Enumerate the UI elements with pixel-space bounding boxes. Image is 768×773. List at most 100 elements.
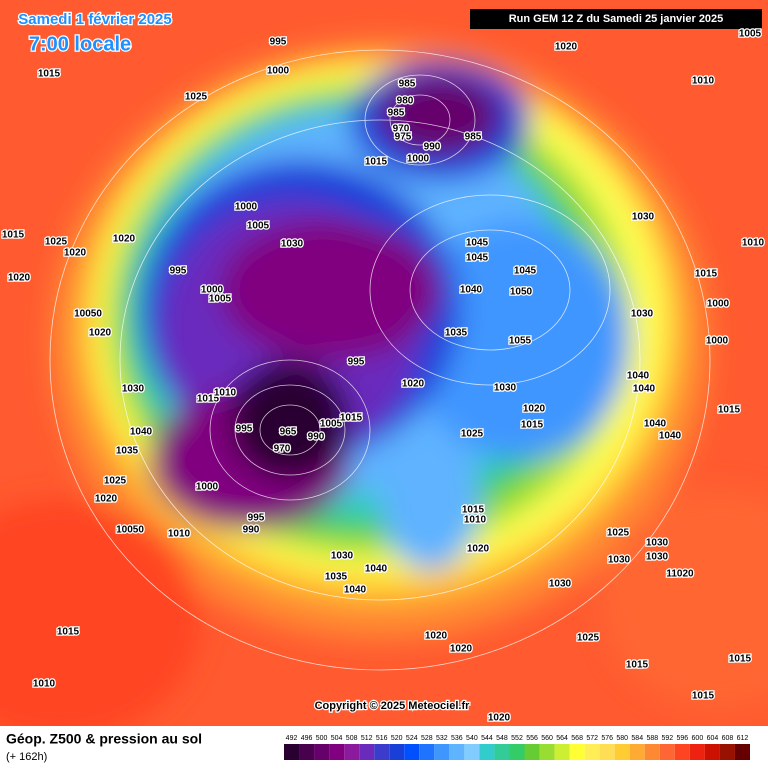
colorbar-label: 588 [646, 735, 658, 742]
isobar-label: 1030 [549, 579, 572, 590]
isobar-label: 1000 [196, 482, 219, 493]
colorbar-swatch [524, 744, 540, 760]
colorbar-swatch [644, 744, 660, 760]
colorbar-label: 596 [677, 735, 689, 742]
colorbar-swatch [734, 744, 750, 760]
colorbar-swatch [539, 744, 555, 760]
colorbar-swatch [284, 744, 300, 760]
isobar-label: 1020 [113, 234, 136, 245]
colorbar-label: 612 [737, 735, 749, 742]
copyright: Copyright © 2025 Meteociel.fr [315, 700, 471, 712]
isobar-label: 995 [270, 37, 287, 48]
isobar-label: 1030 [494, 383, 517, 394]
colorbar-swatch [329, 744, 345, 760]
isobar-label: 1045 [514, 266, 537, 277]
isobar-label: 1025 [104, 476, 127, 487]
isobar-label: 995 [170, 266, 187, 277]
isobar-label: 1020 [89, 328, 112, 339]
colorbar-label: 512 [361, 735, 373, 742]
isobar-label: 1000 [267, 66, 290, 77]
isobar-label: 970 [274, 444, 291, 455]
isobar-label: 1015 [695, 269, 718, 280]
footer-title: Géop. Z500 & pression au sol [6, 731, 202, 747]
isobar-label: 10050 [74, 309, 102, 320]
isobar-label: 1050 [510, 287, 533, 298]
colorbar-label: 580 [616, 735, 628, 742]
isobar-label: 1015 [57, 627, 80, 638]
isobar-label: 985 [465, 132, 482, 143]
isobar-label: 1010 [214, 388, 237, 399]
isobar-label: 1015 [626, 660, 649, 671]
isobar-labels: 9951000102510151020101010059859809859709… [1, 27, 766, 725]
colorbar-swatch [434, 744, 450, 760]
isobar-label: 1005 [320, 419, 343, 430]
isobar-label: 1015 [729, 654, 752, 665]
isobar-label: 1020 [402, 379, 425, 390]
isobar-label: 990 [243, 525, 260, 536]
isobar-label: 990 [308, 432, 325, 443]
isobar-label: 1020 [95, 494, 118, 505]
colorbar-swatch [719, 744, 735, 760]
isobar-label: 1045 [466, 238, 489, 249]
colorbar-swatch [419, 744, 435, 760]
isobar-label: 1015 [462, 505, 485, 516]
isobar-label: 1040 [633, 384, 656, 395]
colorbar-label: 532 [436, 735, 448, 742]
isobar-label: 1000 [707, 299, 730, 310]
isobar-label: 1025 [607, 528, 630, 539]
isobar-label: 1005 [209, 294, 232, 305]
isobar-label: 1015 [692, 691, 715, 702]
isobar-label: 965 [280, 427, 297, 438]
isobar-label: 1030 [631, 309, 654, 320]
isobar-label: 995 [248, 513, 265, 524]
colorbar-swatch [584, 744, 600, 760]
isobar-label: 1000 [201, 285, 224, 296]
colorbar-label: 600 [692, 735, 704, 742]
isobar-label: 1015 [340, 413, 363, 424]
isobar-label: 1010 [464, 515, 487, 526]
isobar-label: 1015 [197, 394, 220, 405]
isobar-label: 1000 [706, 336, 729, 347]
colorbar-swatch [479, 744, 495, 760]
isobar-label: 1010 [33, 679, 56, 690]
isobar-label: 1030 [646, 552, 669, 563]
map-time: 7:00 locale [29, 33, 131, 55]
colorbar-swatch [449, 744, 465, 760]
colorbar-swatch [494, 744, 510, 760]
isobar-label: 1020 [450, 644, 473, 655]
isobar-label: 11020 [666, 569, 694, 580]
colorbar-label: 560 [541, 735, 553, 742]
colorbar-swatch [704, 744, 720, 760]
colorbar-swatch [299, 744, 315, 760]
isobar-label: 990 [424, 142, 441, 153]
isobar-label: 1040 [130, 427, 153, 438]
colorbar-label: 592 [661, 735, 673, 742]
colorbar-label: 516 [376, 735, 388, 742]
colorbar-swatch [359, 744, 375, 760]
isobars [49, 49, 711, 671]
isobar-label: 1010 [168, 529, 191, 540]
isobar-label: 1040 [644, 419, 667, 430]
isobar-label: 1015 [38, 69, 61, 80]
isobar-label: 1040 [344, 585, 367, 596]
isobar-label: 1040 [627, 371, 650, 382]
isobar-label: 1035 [325, 572, 348, 583]
colorbar-swatch [464, 744, 480, 760]
colorbar-label: 548 [496, 735, 508, 742]
isobar-label: 1015 [718, 405, 741, 416]
colorbar-swatch [374, 744, 390, 760]
isobar-label: 1030 [646, 538, 669, 549]
run-box [470, 9, 762, 29]
isobar-label: 1020 [467, 544, 490, 555]
isobar-label: 1055 [509, 336, 532, 347]
isobar-label: 1045 [466, 253, 489, 264]
isobar-label: 1015 [521, 420, 544, 431]
isobar-label: 1040 [659, 431, 682, 442]
colorbar-label: 500 [316, 735, 328, 742]
isobar-label: 1005 [739, 29, 762, 40]
isobar-label: 1040 [365, 564, 388, 575]
footer-lead: (+ 162h) [6, 751, 47, 763]
colorbar-label: 508 [346, 735, 358, 742]
colorbar-swatch [314, 744, 330, 760]
